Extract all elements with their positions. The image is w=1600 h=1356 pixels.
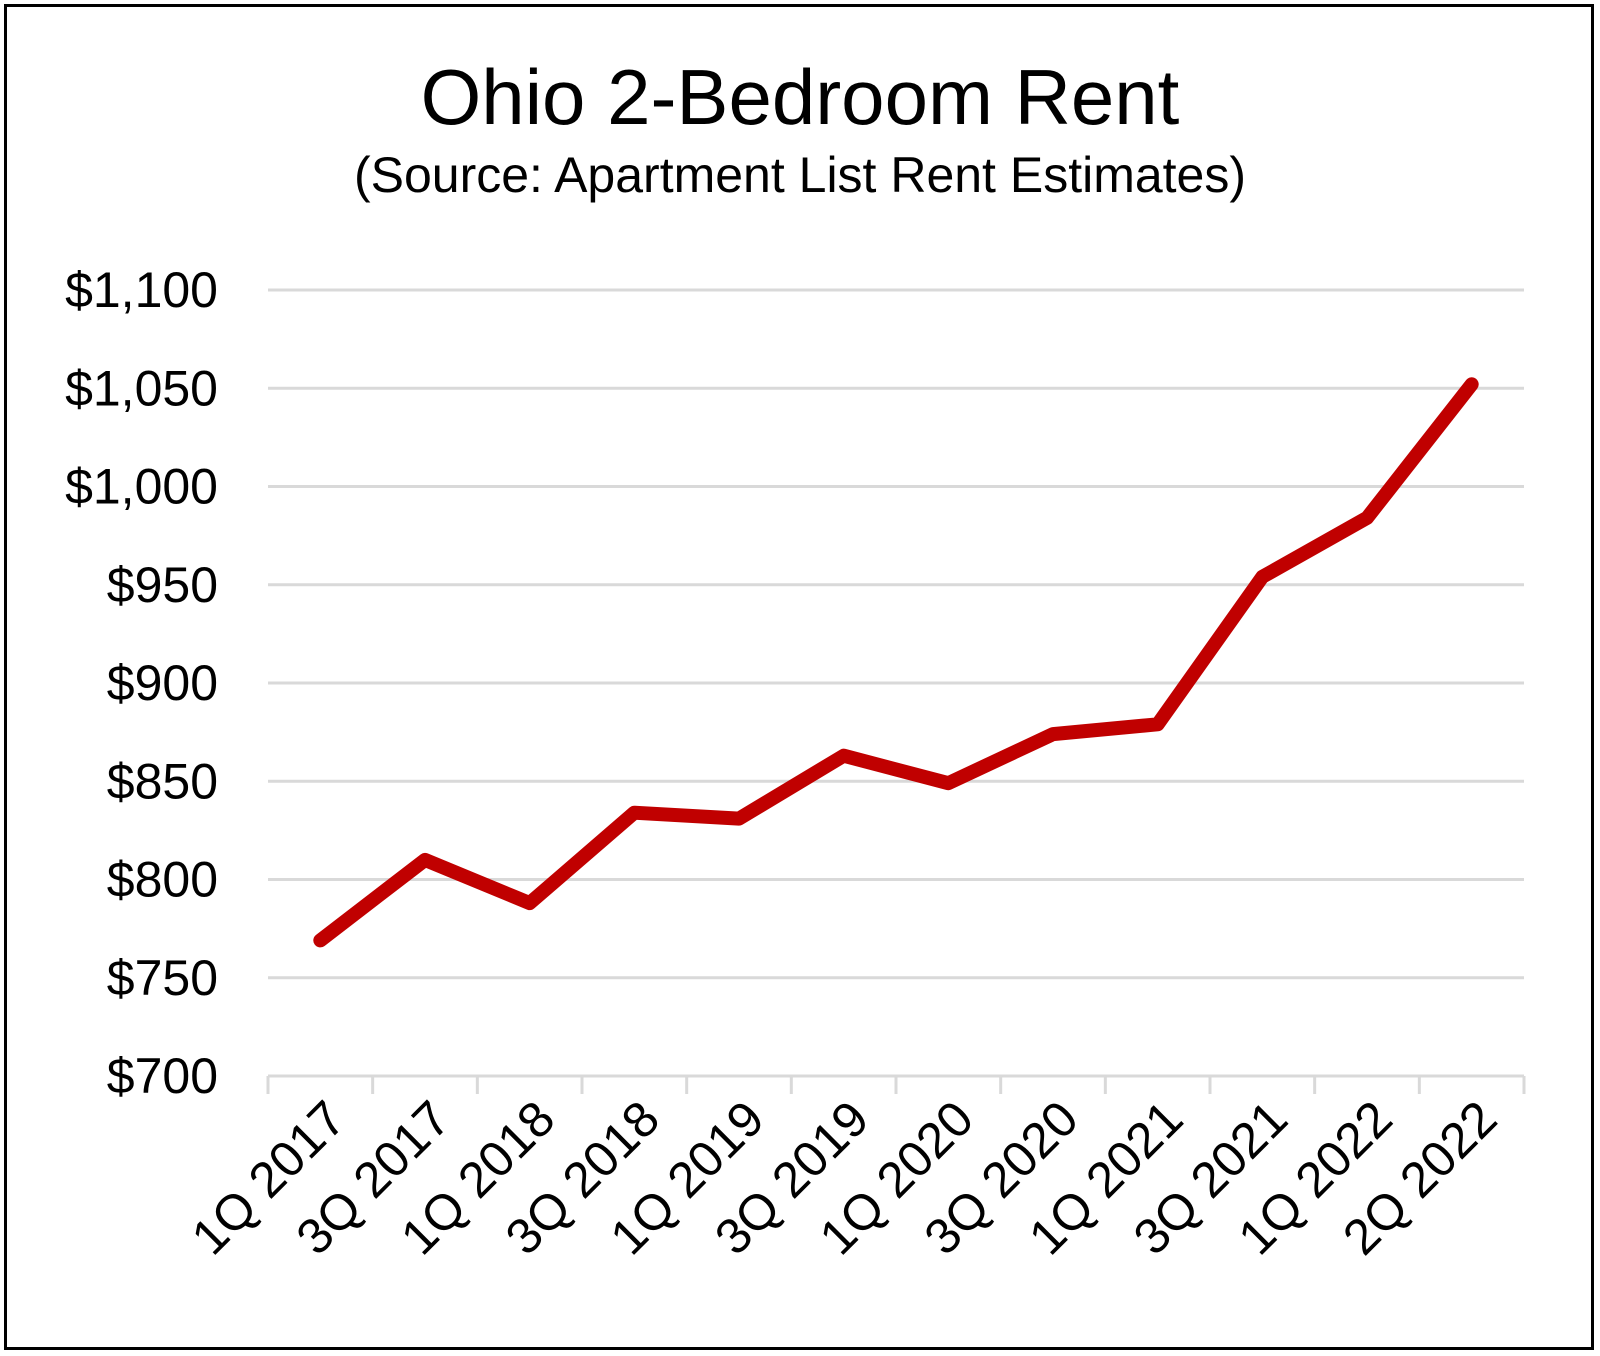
- y-tick-label-950: $950: [107, 557, 218, 613]
- chart-subtitle: (Source: Apartment List Rent Estimates): [353, 147, 1247, 203]
- y-axis-tick-labels: $700 $750 $800 $850 $900 $950 $1,000 $1,050 $1,1…: [65, 262, 218, 1104]
- x-axis: [266, 1074, 1526, 1094]
- chart-frame: [4, 4, 1594, 1350]
- gridlines: [268, 288, 1524, 980]
- y-tick-label-850: $850: [107, 753, 218, 809]
- y-tick-label-750: $750: [107, 950, 218, 1006]
- y-tick-label-900: $900: [107, 655, 218, 711]
- y-tick-label-1050: $1,050: [65, 360, 218, 416]
- y-tick-label-1100: $1,100: [65, 262, 218, 318]
- chart-title: Ohio 2-Bedroom Rent: [420, 53, 1180, 141]
- series: [313, 377, 1479, 948]
- y-tick-label-800: $800: [107, 852, 218, 908]
- y-tick-label-1000: $1,000: [65, 459, 218, 515]
- rent-line: [313, 377, 1479, 948]
- y-tick-label-700: $700: [107, 1048, 218, 1104]
